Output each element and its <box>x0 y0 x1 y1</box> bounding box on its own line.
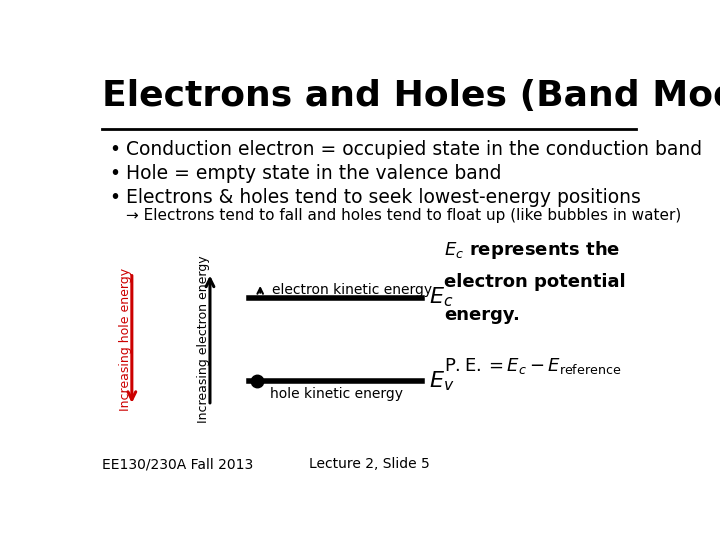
Text: $\mathrm{P.E.} = E_c - E_{\mathrm{reference}}$: $\mathrm{P.E.} = E_c - E_{\mathrm{refere… <box>444 356 621 376</box>
Text: → Electrons tend to fall and holes tend to float up (like bubbles in water): → Electrons tend to fall and holes tend … <box>126 208 682 223</box>
Text: •: • <box>109 188 121 207</box>
Text: electron potential: electron potential <box>444 273 626 291</box>
Text: Increasing hole energy: Increasing hole energy <box>119 268 132 411</box>
Text: Electrons & holes tend to seek lowest-energy positions: Electrons & holes tend to seek lowest-en… <box>126 188 641 207</box>
Text: electron kinetic energy: electron kinetic energy <box>272 284 433 298</box>
Text: $E_c$: $E_c$ <box>428 286 453 309</box>
Text: •: • <box>109 164 121 183</box>
Text: •: • <box>109 140 121 159</box>
Text: hole kinetic energy: hole kinetic energy <box>270 387 402 401</box>
Text: Lecture 2, Slide 5: Lecture 2, Slide 5 <box>309 457 429 471</box>
Text: Conduction electron = occupied state in the conduction band: Conduction electron = occupied state in … <box>126 140 703 159</box>
Text: Electrons and Holes (Band Model): Electrons and Holes (Band Model) <box>102 79 720 113</box>
Text: EE130/230A Fall 2013: EE130/230A Fall 2013 <box>102 457 253 471</box>
Text: $E_v$: $E_v$ <box>428 369 454 393</box>
Text: Hole = empty state in the valence band: Hole = empty state in the valence band <box>126 164 502 183</box>
Text: $E_c$ represents the: $E_c$ represents the <box>444 239 621 261</box>
Text: Increasing electron energy: Increasing electron energy <box>197 255 210 423</box>
Text: energy.: energy. <box>444 306 521 324</box>
